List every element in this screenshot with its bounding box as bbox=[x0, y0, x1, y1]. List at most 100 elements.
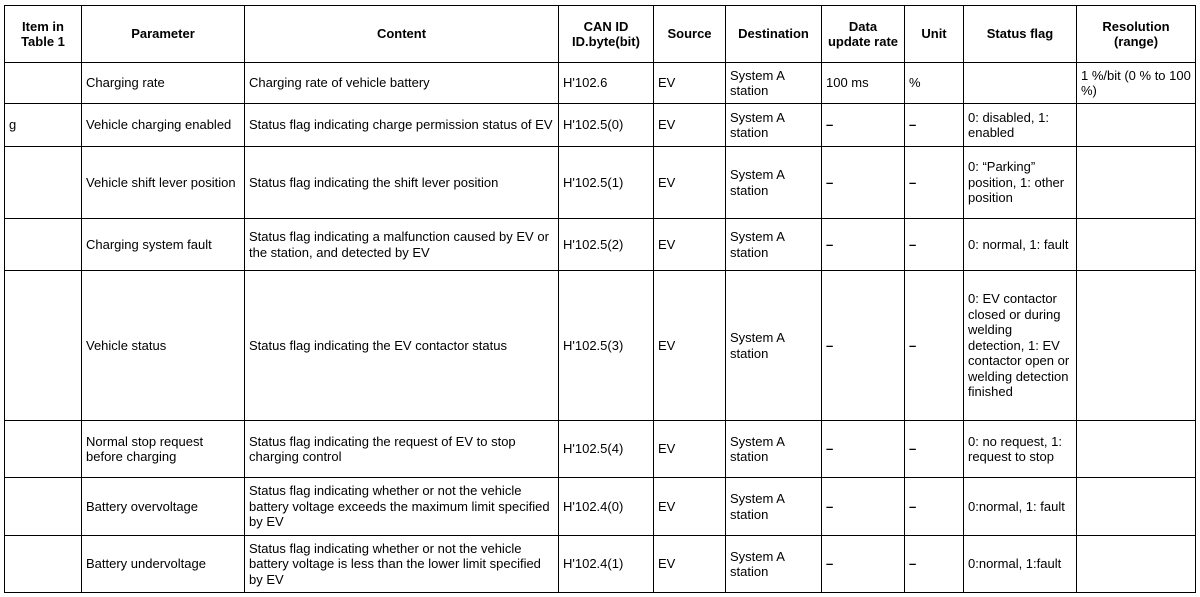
cell-data-update-rate: – bbox=[821, 146, 905, 219]
cell-can-id: H'102.4(1) bbox=[558, 535, 654, 593]
cell-data-update-rate: – bbox=[821, 420, 905, 478]
cell-content: Status flag indicating whether or not th… bbox=[244, 535, 559, 593]
cell-status-flag: 0:normal, 1:fault bbox=[963, 535, 1077, 593]
cell-content: Status flag indicating the shift lever p… bbox=[244, 146, 559, 219]
cell-source: EV bbox=[653, 420, 726, 478]
cell-item bbox=[4, 420, 82, 478]
cell-can-id: H'102.5(3) bbox=[558, 270, 654, 421]
cell-source: EV bbox=[653, 477, 726, 536]
cell-unit: – bbox=[904, 420, 964, 478]
cell-resolution bbox=[1076, 218, 1196, 271]
cell-status-flag: 0: disabled, 1: enabled bbox=[963, 103, 1077, 147]
cell-item bbox=[4, 535, 82, 593]
cell-destination: System A station bbox=[725, 103, 822, 147]
cell-source: EV bbox=[653, 218, 726, 271]
cell-content: Status flag indicating the request of EV… bbox=[244, 420, 559, 478]
cell-parameter: Vehicle charging enabled bbox=[81, 103, 245, 147]
table-row: g Vehicle charging enabled Status flag ind… bbox=[4, 103, 1196, 147]
header-content: Content bbox=[244, 5, 559, 63]
cell-item bbox=[4, 218, 82, 271]
cell-can-id: H'102.6 bbox=[558, 62, 654, 104]
cell-data-update-rate: – bbox=[821, 477, 905, 536]
cell-status-flag: 0:normal, 1: fault bbox=[963, 477, 1077, 536]
cell-status-flag: 0: EV contactor closed or during welding… bbox=[963, 270, 1077, 421]
cell-destination: System A station bbox=[725, 535, 822, 593]
table-row: Vehicle status Status flag indicating the… bbox=[4, 270, 1196, 421]
table-row: Battery overvoltage Status flag indicatin… bbox=[4, 477, 1196, 536]
cell-can-id: H'102.4(0) bbox=[558, 477, 654, 536]
cell-content: Status flag indicating charge permission… bbox=[244, 103, 559, 147]
cell-resolution bbox=[1076, 535, 1196, 593]
header-status-flag: Status flag bbox=[963, 5, 1077, 63]
cell-parameter: Vehicle status bbox=[81, 270, 245, 421]
header-source: Source bbox=[653, 5, 726, 63]
cell-destination: System A station bbox=[725, 146, 822, 219]
cell-parameter: Vehicle shift lever position bbox=[81, 146, 245, 219]
can-signal-table: Item in Table 1 Parameter Content CAN ID ID… bbox=[4, 5, 1196, 593]
table-row: Charging rate Charging rate of vehicle ba… bbox=[4, 62, 1196, 104]
cell-parameter: Battery undervoltage bbox=[81, 535, 245, 593]
cell-source: EV bbox=[653, 535, 726, 593]
header-destination: Destination bbox=[725, 5, 822, 63]
cell-resolution bbox=[1076, 146, 1196, 219]
cell-can-id: H'102.5(1) bbox=[558, 146, 654, 219]
cell-item bbox=[4, 62, 82, 104]
cell-destination: System A station bbox=[725, 218, 822, 271]
header-resolution: Resolution (range) bbox=[1076, 5, 1196, 63]
cell-parameter: Charging rate bbox=[81, 62, 245, 104]
cell-resolution: 1 %/bit (0 % to 100 %) bbox=[1076, 62, 1196, 104]
cell-resolution bbox=[1076, 420, 1196, 478]
cell-unit: % bbox=[904, 62, 964, 104]
table-row: Charging system fault Status flag indicat… bbox=[4, 218, 1196, 271]
cell-unit: – bbox=[904, 477, 964, 536]
cell-item bbox=[4, 477, 82, 536]
cell-destination: System A station bbox=[725, 420, 822, 478]
header-item: Item in Table 1 bbox=[4, 5, 82, 63]
cell-content: Status flag indicating the EV contactor … bbox=[244, 270, 559, 421]
cell-unit: – bbox=[904, 218, 964, 271]
cell-destination: System A station bbox=[725, 270, 822, 421]
cell-can-id: H'102.5(4) bbox=[558, 420, 654, 478]
cell-parameter: Charging system fault bbox=[81, 218, 245, 271]
cell-status-flag bbox=[963, 62, 1077, 104]
header-data-update-rate: Data update rate bbox=[821, 5, 905, 63]
cell-parameter: Normal stop request before charging bbox=[81, 420, 245, 478]
header-row: Item in Table 1 Parameter Content CAN ID ID… bbox=[4, 5, 1196, 63]
cell-resolution bbox=[1076, 103, 1196, 147]
cell-data-update-rate: – bbox=[821, 535, 905, 593]
cell-item bbox=[4, 146, 82, 219]
cell-resolution bbox=[1076, 477, 1196, 536]
cell-item bbox=[4, 270, 82, 421]
cell-data-update-rate: – bbox=[821, 270, 905, 421]
cell-destination: System A station bbox=[725, 477, 822, 536]
cell-status-flag: 0: no request, 1: request to stop bbox=[963, 420, 1077, 478]
cell-unit: – bbox=[904, 146, 964, 219]
cell-data-update-rate: – bbox=[821, 218, 905, 271]
cell-can-id: H'102.5(2) bbox=[558, 218, 654, 271]
cell-data-update-rate: 100 ms bbox=[821, 62, 905, 104]
table-row: Battery undervoltage Status flag indicati… bbox=[4, 535, 1196, 593]
cell-source: EV bbox=[653, 103, 726, 147]
table-row: Vehicle shift lever position Status flag … bbox=[4, 146, 1196, 219]
cell-status-flag: 0: normal, 1: fault bbox=[963, 218, 1077, 271]
header-unit: Unit bbox=[904, 5, 964, 63]
cell-resolution bbox=[1076, 270, 1196, 421]
cell-destination: System A station bbox=[725, 62, 822, 104]
cell-data-update-rate: – bbox=[821, 103, 905, 147]
cell-content: Charging rate of vehicle battery bbox=[244, 62, 559, 104]
table-row: Normal stop request before charging Statu… bbox=[4, 420, 1196, 478]
header-can-id: CAN ID ID.byte(bit) bbox=[558, 5, 654, 63]
table-body: Charging rate Charging rate of vehicle ba… bbox=[4, 62, 1196, 593]
cell-status-flag: 0: “Parking” position, 1: other position bbox=[963, 146, 1077, 219]
cell-parameter: Battery overvoltage bbox=[81, 477, 245, 536]
cell-source: EV bbox=[653, 270, 726, 421]
cell-can-id: H'102.5(0) bbox=[558, 103, 654, 147]
cell-unit: – bbox=[904, 103, 964, 147]
header-parameter: Parameter bbox=[81, 5, 245, 63]
cell-unit: – bbox=[904, 270, 964, 421]
cell-source: EV bbox=[653, 62, 726, 104]
cell-content: Status flag indicating whether or not th… bbox=[244, 477, 559, 536]
cell-unit: – bbox=[904, 535, 964, 593]
cell-content: Status flag indicating a malfunction cau… bbox=[244, 218, 559, 271]
cell-source: EV bbox=[653, 146, 726, 219]
